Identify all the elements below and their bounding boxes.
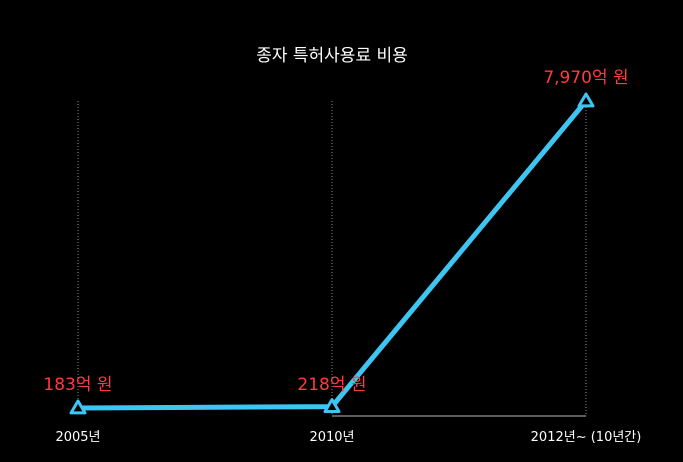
data-point-3 (577, 92, 595, 108)
data-labels: 183억 원 218억 원 7,970억 원 (43, 68, 628, 395)
data-label-3: 7,970억 원 (543, 68, 628, 88)
x-tick-label-1: 2005년 (55, 430, 100, 445)
data-markers (69, 92, 595, 415)
data-point-2 (323, 398, 341, 414)
chart-title: 종자 특허사용료 비용 (256, 46, 408, 66)
grid-lines (77, 101, 587, 416)
x-tick-label-2: 2010년 (309, 430, 354, 445)
data-label-1: 183억 원 (43, 375, 112, 395)
data-point-1 (69, 399, 87, 415)
data-label-2: 218억 원 (297, 375, 366, 395)
x-tick-label-3: 2012년~ (10년간) (531, 430, 642, 445)
x-tick-labels: 2005년 2010년 2012년~ (10년간) (55, 430, 641, 445)
